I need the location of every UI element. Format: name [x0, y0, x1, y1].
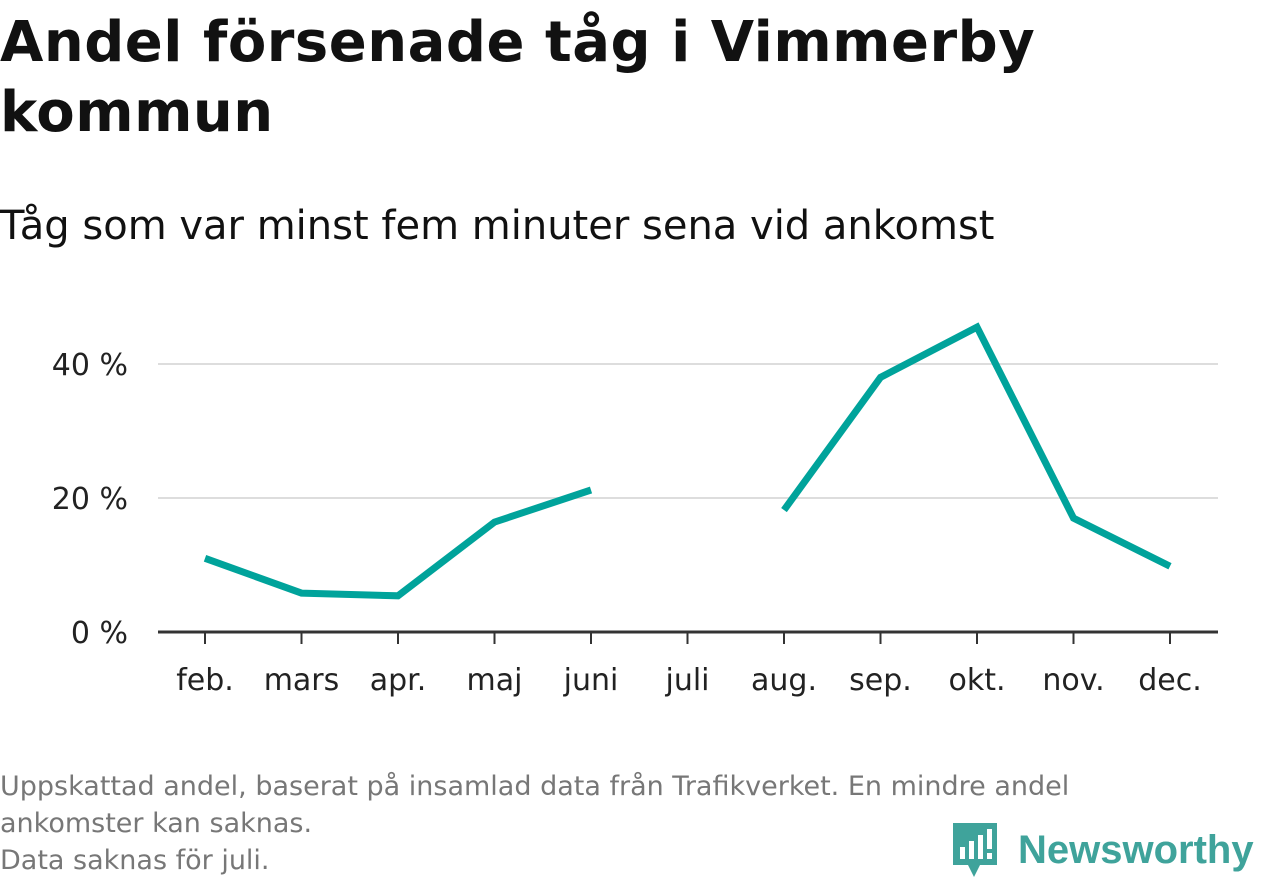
- y-tick-label: 20 %: [52, 482, 128, 517]
- x-tick-label: feb.: [176, 663, 234, 698]
- series-line-segment-1: [203, 486, 593, 600]
- x-tick-label: nov.: [1042, 663, 1104, 698]
- brand-name: Newsworthy: [1018, 827, 1254, 872]
- chart-subtitle: Tåg som var minst fem minuter sena vid a…: [0, 203, 995, 249]
- footnote-line-2: ankomster kan saknas.: [0, 808, 313, 839]
- chart-title: Andel försenade tåg i Vimmerby kommun: [0, 10, 1036, 145]
- gridlines: [158, 363, 1218, 499]
- footnote-line-1: Uppskattad andel, baserat på insamlad da…: [0, 771, 1070, 802]
- footnote: Uppskattad andel, baserat på insamlad da…: [0, 768, 1250, 879]
- x-tick-label: sep.: [849, 663, 912, 698]
- x-tick-label: mars: [264, 663, 340, 698]
- x-tick-label: juli: [664, 663, 709, 698]
- newsworthy-logo-icon: [953, 823, 997, 877]
- x-tick-label: dec.: [1138, 663, 1202, 698]
- y-tick-label: 0 %: [71, 616, 128, 651]
- y-tick-label: 40 %: [52, 348, 128, 383]
- x-tick-label: okt.: [948, 663, 1005, 698]
- x-tick-label: apr.: [370, 663, 427, 698]
- brand-logo[interactable]: Newsworthy: [950, 820, 1254, 880]
- x-tick-label: juni: [563, 663, 619, 698]
- x-tick-label: aug.: [751, 663, 817, 698]
- x-tick-label: maj: [467, 663, 523, 698]
- series-lines: [203, 322, 1172, 600]
- series-line-segment-2: [781, 322, 1172, 570]
- footnote-line-3: Data saknas för juli.: [0, 845, 270, 876]
- x-axis: feb. mars apr. maj juni juli aug. sep. okt. nov. d…: [158, 630, 1218, 698]
- y-axis-ticks: 0 % 20 % 40 %: [52, 348, 128, 651]
